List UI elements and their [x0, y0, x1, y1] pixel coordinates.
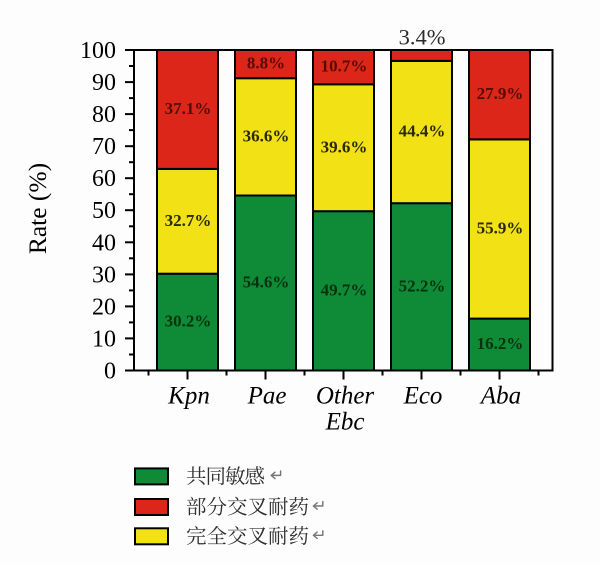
svg-text:Aba: Aba: [479, 383, 521, 410]
svg-text:10: 10: [92, 326, 116, 352]
svg-text:90: 90: [92, 70, 116, 96]
svg-text:Rate (%): Rate (%): [23, 163, 52, 254]
svg-text:100: 100: [80, 38, 116, 64]
svg-text:16.2%: 16.2%: [477, 334, 524, 353]
svg-text:Pae: Pae: [247, 383, 287, 410]
svg-text:60: 60: [92, 166, 116, 192]
svg-text:49.7%: 49.7%: [321, 280, 368, 299]
svg-text:40: 40: [92, 230, 116, 256]
svg-text:Eco: Eco: [403, 383, 443, 410]
svg-text:70: 70: [92, 134, 116, 160]
svg-text:54.6%: 54.6%: [243, 273, 290, 292]
svg-text:3.4%: 3.4%: [399, 25, 446, 50]
svg-text:44.4%: 44.4%: [399, 122, 446, 141]
svg-text:39.6%: 39.6%: [321, 137, 368, 156]
svg-text:Other: Other: [316, 383, 375, 410]
svg-text:80: 80: [92, 102, 116, 128]
svg-text:55.9%: 55.9%: [477, 219, 524, 238]
svg-text:20: 20: [92, 294, 116, 320]
svg-text:10.7%: 10.7%: [321, 57, 368, 76]
svg-text:36.6%: 36.6%: [243, 126, 290, 145]
svg-text:32.7%: 32.7%: [165, 211, 212, 230]
svg-text:27.9%: 27.9%: [477, 84, 524, 103]
svg-text:52.2%: 52.2%: [399, 276, 446, 295]
svg-text:0: 0: [104, 359, 116, 385]
svg-text:37.1%: 37.1%: [165, 99, 212, 118]
svg-text:30.2%: 30.2%: [165, 312, 212, 331]
svg-text:Ebc: Ebc: [325, 409, 365, 436]
svg-text:30: 30: [92, 262, 116, 288]
svg-text:50: 50: [92, 198, 116, 224]
svg-text:8.8%: 8.8%: [247, 54, 285, 73]
svg-text:Kpn: Kpn: [167, 383, 210, 410]
